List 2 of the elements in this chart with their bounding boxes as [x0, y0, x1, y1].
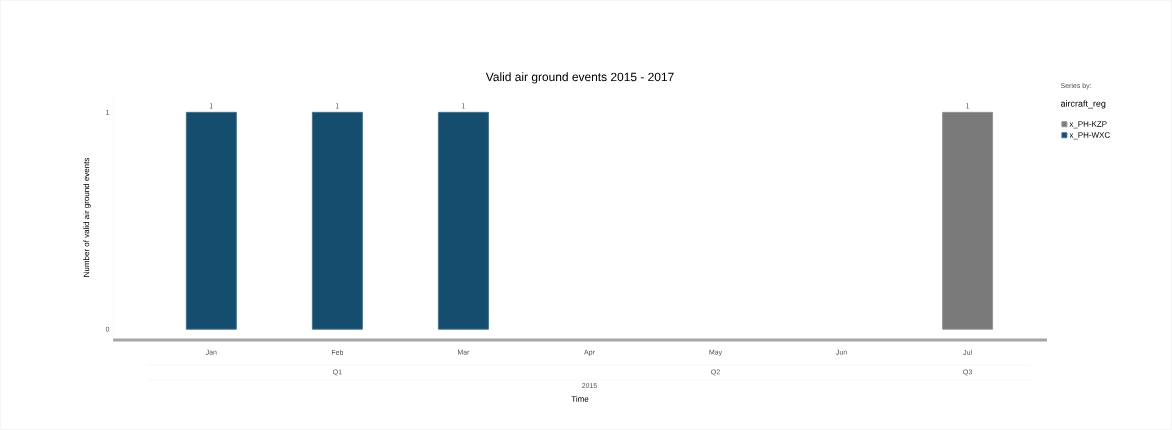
chart-title: Valid air ground events 2015 - 2017	[485, 72, 674, 84]
legend-title: aircraft_reg	[1060, 100, 1106, 109]
